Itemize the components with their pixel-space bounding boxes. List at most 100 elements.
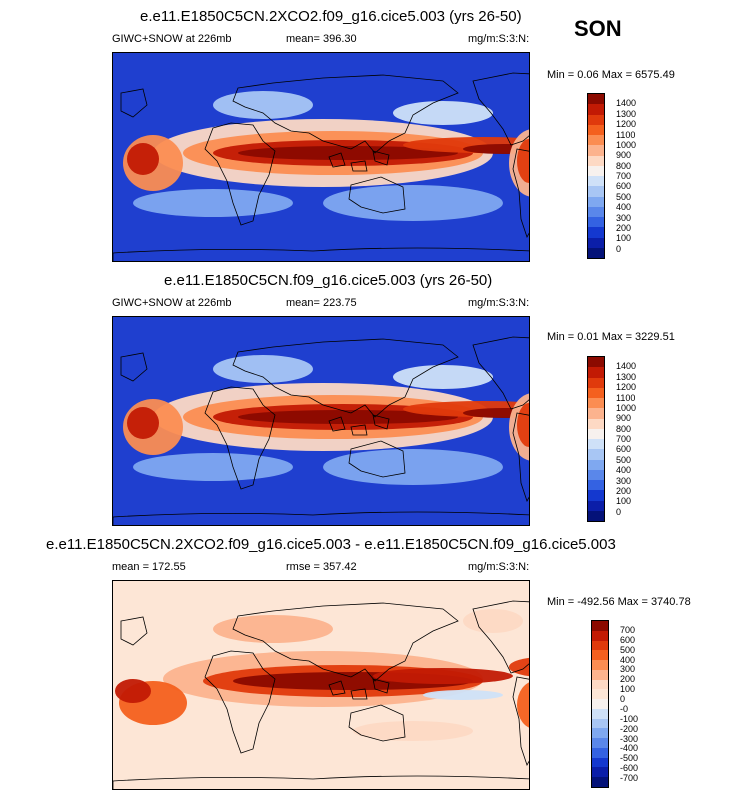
colorbar-tick-label: 900 xyxy=(616,413,632,424)
field-contour xyxy=(127,143,159,175)
colorbar-tick-label: 800 xyxy=(616,423,632,434)
colorbar-tick-label: 700 xyxy=(620,624,636,635)
colorbar-swatch xyxy=(588,408,604,419)
coastline xyxy=(348,176,406,214)
colorbar-swatch xyxy=(592,640,608,651)
colorbar-tick-label: 1200 xyxy=(616,119,637,130)
colorbar-swatch xyxy=(592,708,608,719)
colorbar-swatch xyxy=(588,428,604,439)
colorbar-tick-label: 700 xyxy=(616,434,632,444)
panel1-map xyxy=(112,52,530,262)
colorbar-swatch xyxy=(588,114,604,125)
coastline xyxy=(512,676,529,766)
panel3-colorbar xyxy=(591,620,609,788)
field-contour xyxy=(353,721,473,741)
map-canvas xyxy=(113,317,529,525)
panel2-title: e.e11.E1850C5CN.f09_g16.cice5.003 (yrs 2… xyxy=(164,272,493,289)
coastline xyxy=(328,680,346,696)
season-label: SON xyxy=(574,16,622,41)
field-contour xyxy=(213,91,313,119)
field-contour xyxy=(115,679,151,703)
colorbar-swatch xyxy=(592,747,608,758)
colorbar-tick-label: 600 xyxy=(616,181,632,192)
field-contour xyxy=(463,609,523,633)
field-contour xyxy=(393,365,493,389)
colorbar-tick-label: 100 xyxy=(616,496,632,507)
coastline xyxy=(113,247,529,261)
colorbar-tick-label: 1100 xyxy=(616,392,636,403)
colorbar-tick-label: -100 xyxy=(620,713,639,724)
colorbar-swatch xyxy=(592,777,608,787)
colorbar-tick-label: 1400 xyxy=(616,98,637,109)
colorbar-tick-label: 600 xyxy=(616,444,632,455)
colorbar-swatch xyxy=(588,217,604,228)
colorbar-tick-label: 1200 xyxy=(616,382,637,393)
colorbar-swatch xyxy=(592,728,608,738)
field-contour xyxy=(393,101,493,125)
colorbar-tick-label: 0 xyxy=(616,243,622,254)
colorbar-swatch xyxy=(592,679,608,690)
panel1-units-label: mg/m:S:3:N: xyxy=(468,33,530,45)
colorbar-swatch xyxy=(588,196,604,207)
panel3-title: e.e11.E1850C5CN.2XCO2.f09_g16.cice5.003 … xyxy=(46,536,616,553)
panel3-map xyxy=(112,580,530,790)
colorbar-tick-label: 900 xyxy=(616,150,632,161)
colorbar-tick-label: 200 xyxy=(616,222,632,233)
colorbar-tick-label: 300 xyxy=(616,212,632,223)
colorbar-tick-label: -600 xyxy=(620,763,639,774)
colorbar-swatch xyxy=(588,449,604,460)
coastline xyxy=(328,152,346,168)
panel2-minmax: Min = 0.01 Max = 3229.51 xyxy=(547,331,675,343)
colorbar-swatch xyxy=(588,500,604,511)
coastline xyxy=(372,150,390,166)
colorbar-swatch xyxy=(588,459,604,470)
colorbar-swatch xyxy=(588,124,604,135)
colorbar-tick-label: 400 xyxy=(616,465,632,476)
coastline xyxy=(232,338,459,418)
colorbar-swatch xyxy=(588,377,604,388)
coastline xyxy=(113,775,529,789)
colorbar-swatch xyxy=(588,398,604,409)
colorbar-swatch xyxy=(588,480,604,491)
panel2-colorbar xyxy=(587,356,605,522)
colorbar-tick-label: -300 xyxy=(620,733,639,744)
colorbar-tick-label: 100 xyxy=(620,684,636,695)
coastline xyxy=(120,616,148,646)
colorbar-swatch xyxy=(592,660,608,670)
coastline xyxy=(512,148,529,238)
coastline xyxy=(512,412,529,502)
colorbar-tick-label: 1000 xyxy=(616,402,637,413)
field-contour xyxy=(127,407,159,439)
coastline xyxy=(120,352,148,382)
colorbar-swatch xyxy=(592,630,608,641)
colorbar-swatch xyxy=(592,621,608,631)
panel1-minmax: Min = 0.06 Max = 6575.49 xyxy=(547,69,675,81)
colorbar-tick-label: -400 xyxy=(620,743,639,754)
field-contour xyxy=(238,146,458,160)
field-contour xyxy=(323,449,503,485)
colorbar-swatch xyxy=(588,206,604,217)
colorbar-tick-label: 500 xyxy=(620,644,636,655)
coastline xyxy=(113,511,529,525)
colorbar-swatch xyxy=(592,689,608,699)
colorbar-tick-label: 1000 xyxy=(616,139,637,150)
panel1-title: e.e11.E1850C5CN.2XCO2.f09_g16.cice5.003 … xyxy=(140,8,522,25)
coastline xyxy=(348,440,406,478)
colorbar-tick-label: 600 xyxy=(620,634,636,645)
field-contour xyxy=(517,682,529,728)
colorbar-swatch xyxy=(588,469,604,480)
panel3-minmax: Min = -492.56 Max = 3740.78 xyxy=(547,596,691,608)
colorbar-tick-label: -500 xyxy=(620,753,639,764)
colorbar-swatch xyxy=(592,669,608,680)
colorbar-swatch xyxy=(588,186,604,197)
colorbar-tick-label: 1300 xyxy=(616,371,637,382)
coastline xyxy=(350,688,368,700)
panel2-variable-label: GIWC+SNOW at 226mb xyxy=(112,297,232,309)
field-contour xyxy=(213,615,333,643)
colorbar-swatch xyxy=(588,94,604,105)
map-canvas xyxy=(113,53,529,261)
field-contour xyxy=(133,189,293,217)
coastline xyxy=(204,122,276,226)
coastline xyxy=(372,414,390,430)
colorbar-tick-label: 500 xyxy=(616,191,632,202)
